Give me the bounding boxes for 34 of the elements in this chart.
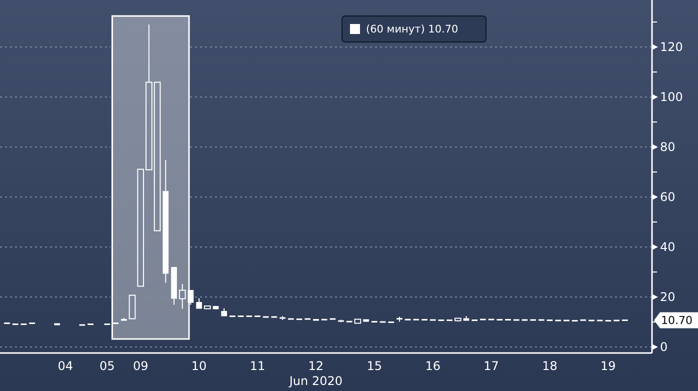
y-tick-label: 60 <box>660 190 676 204</box>
y-tick-label: 100 <box>660 90 683 104</box>
y-tick-label: 0 <box>660 340 668 354</box>
y-tick-label: 120 <box>660 40 683 54</box>
candlestick <box>463 316 470 321</box>
x-tick-label: 15 <box>366 359 382 373</box>
candlestick <box>128 294 136 320</box>
candlestick <box>162 160 169 284</box>
candlestick <box>354 318 362 324</box>
x-tick-label: 11 <box>250 359 266 373</box>
candlestick <box>221 308 228 316</box>
candlestick <box>178 284 186 310</box>
candlestick <box>363 319 369 322</box>
x-tick-label: 18 <box>542 359 558 373</box>
candlestick <box>120 318 127 321</box>
legend-label: (60 минут) 10.70 <box>366 24 458 36</box>
y-tick-label: 80 <box>660 140 676 154</box>
x-tick-label: 12 <box>308 359 324 373</box>
y-tick-label: 40 <box>660 240 676 254</box>
candlestick <box>204 306 211 310</box>
y-tick-label: 20 <box>660 290 676 304</box>
candlestick <box>171 267 177 306</box>
x-tick-label: 19 <box>600 359 616 373</box>
x-tick-label: 16 <box>425 359 440 373</box>
candlestick <box>212 306 219 310</box>
x-tick-label: 17 <box>484 359 499 373</box>
candlestick <box>196 298 202 309</box>
text: 10.70 <box>661 314 692 328</box>
x-axis-title: Jun 2020 <box>288 374 343 388</box>
x-tick-label: 09 <box>132 359 148 373</box>
x-tick-label: 10 <box>191 359 207 373</box>
candlestick <box>188 290 194 306</box>
x-tick-label: 05 <box>100 359 115 373</box>
x-tick-label: 04 <box>58 359 74 373</box>
